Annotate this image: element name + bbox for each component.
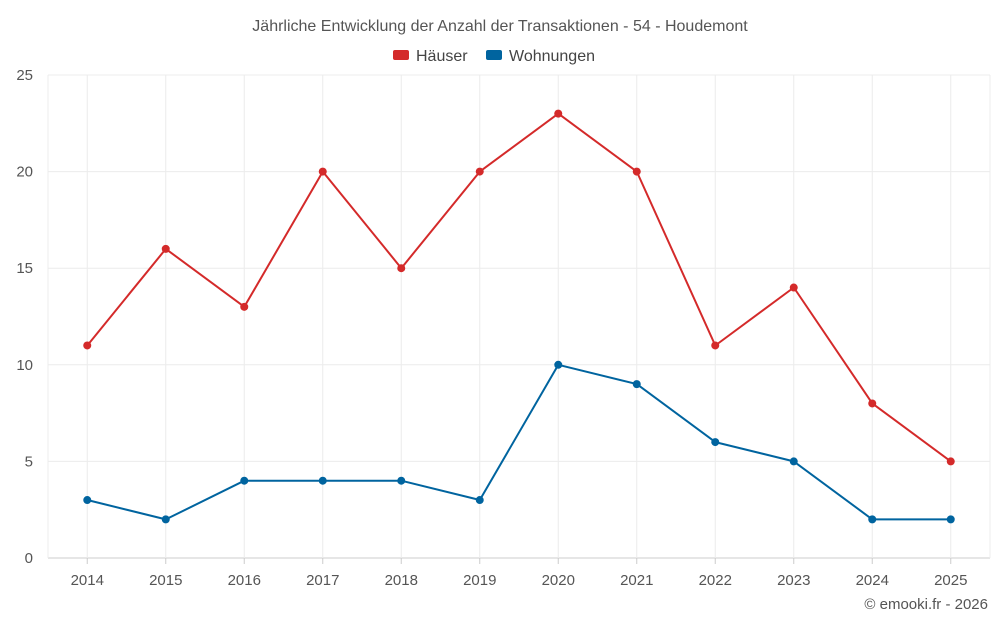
y-tick-label: 20 bbox=[16, 164, 33, 181]
series-line-wohnungen bbox=[87, 363, 951, 521]
y-tick-label: 10 bbox=[16, 357, 33, 374]
data-point-haeuser[interactable] bbox=[711, 341, 720, 350]
x-tick-label: 2016 bbox=[228, 572, 261, 589]
x-tick-label: 2022 bbox=[699, 572, 732, 589]
data-point-wohnungen[interactable] bbox=[554, 360, 563, 369]
data-point-wohnungen[interactable] bbox=[632, 380, 641, 389]
data-point-wohnungen[interactable] bbox=[789, 457, 798, 466]
data-point-wohnungen[interactable] bbox=[475, 496, 484, 505]
series-points bbox=[83, 109, 955, 524]
legend-label-wohnungen[interactable]: Wohnungen bbox=[509, 48, 595, 65]
data-point-haeuser[interactable] bbox=[318, 167, 327, 176]
data-point-haeuser[interactable] bbox=[789, 283, 798, 292]
x-tick-label: 2019 bbox=[463, 572, 496, 589]
data-point-haeuser[interactable] bbox=[868, 399, 877, 408]
data-point-wohnungen[interactable] bbox=[397, 476, 406, 485]
data-point-haeuser[interactable] bbox=[946, 457, 955, 466]
data-point-wohnungen[interactable] bbox=[711, 438, 720, 447]
series-line-haeuser bbox=[86, 112, 952, 463]
data-point-wohnungen[interactable] bbox=[240, 476, 249, 485]
data-point-wohnungen[interactable] bbox=[83, 496, 92, 505]
data-point-haeuser[interactable] bbox=[83, 341, 92, 350]
x-tick-label: 2024 bbox=[856, 572, 889, 589]
chart-title: Jährliche Entwicklung der Anzahl der Tra… bbox=[252, 18, 748, 35]
data-point-haeuser[interactable] bbox=[554, 109, 563, 118]
x-tick-label: 2021 bbox=[620, 572, 653, 589]
data-point-wohnungen[interactable] bbox=[946, 515, 955, 524]
data-point-wohnungen[interactable] bbox=[161, 515, 170, 524]
legend: Häuser Wohnungen bbox=[393, 48, 595, 65]
data-point-haeuser[interactable] bbox=[161, 244, 170, 253]
series-lines bbox=[86, 112, 952, 521]
y-tick-label: 0 bbox=[25, 550, 33, 567]
y-tick-label: 25 bbox=[16, 67, 33, 84]
data-point-wohnungen[interactable] bbox=[868, 515, 877, 524]
x-tick-label: 2017 bbox=[306, 572, 339, 589]
y-axis-ticks: 0 5 10 15 20 25 bbox=[16, 67, 33, 567]
data-point-wohnungen[interactable] bbox=[318, 476, 327, 485]
data-point-haeuser[interactable] bbox=[632, 167, 641, 176]
x-tick-label: 2018 bbox=[385, 572, 418, 589]
y-tick-label: 15 bbox=[16, 260, 33, 277]
x-tick-label: 2023 bbox=[777, 572, 810, 589]
x-tick-label: 2020 bbox=[542, 572, 575, 589]
x-tick-label: 2025 bbox=[934, 572, 967, 589]
credit: © emooki.fr - 2026 bbox=[864, 596, 988, 613]
legend-label-haeuser[interactable]: Häuser bbox=[416, 48, 468, 65]
x-axis-ticks: 2014 2015 2016 2017 2018 2019 2020 2021 2022 2023… bbox=[71, 558, 967, 589]
x-tick-label: 2014 bbox=[71, 572, 104, 589]
data-point-haeuser[interactable] bbox=[475, 167, 484, 176]
data-point-haeuser[interactable] bbox=[240, 302, 249, 311]
x-tick-label: 2015 bbox=[149, 572, 182, 589]
y-tick-label: 5 bbox=[25, 453, 33, 470]
legend-swatch-wohnungen bbox=[486, 50, 502, 60]
gridlines bbox=[47, 74, 991, 559]
legend-swatch-haeuser bbox=[393, 50, 409, 60]
data-point-haeuser[interactable] bbox=[397, 264, 406, 273]
